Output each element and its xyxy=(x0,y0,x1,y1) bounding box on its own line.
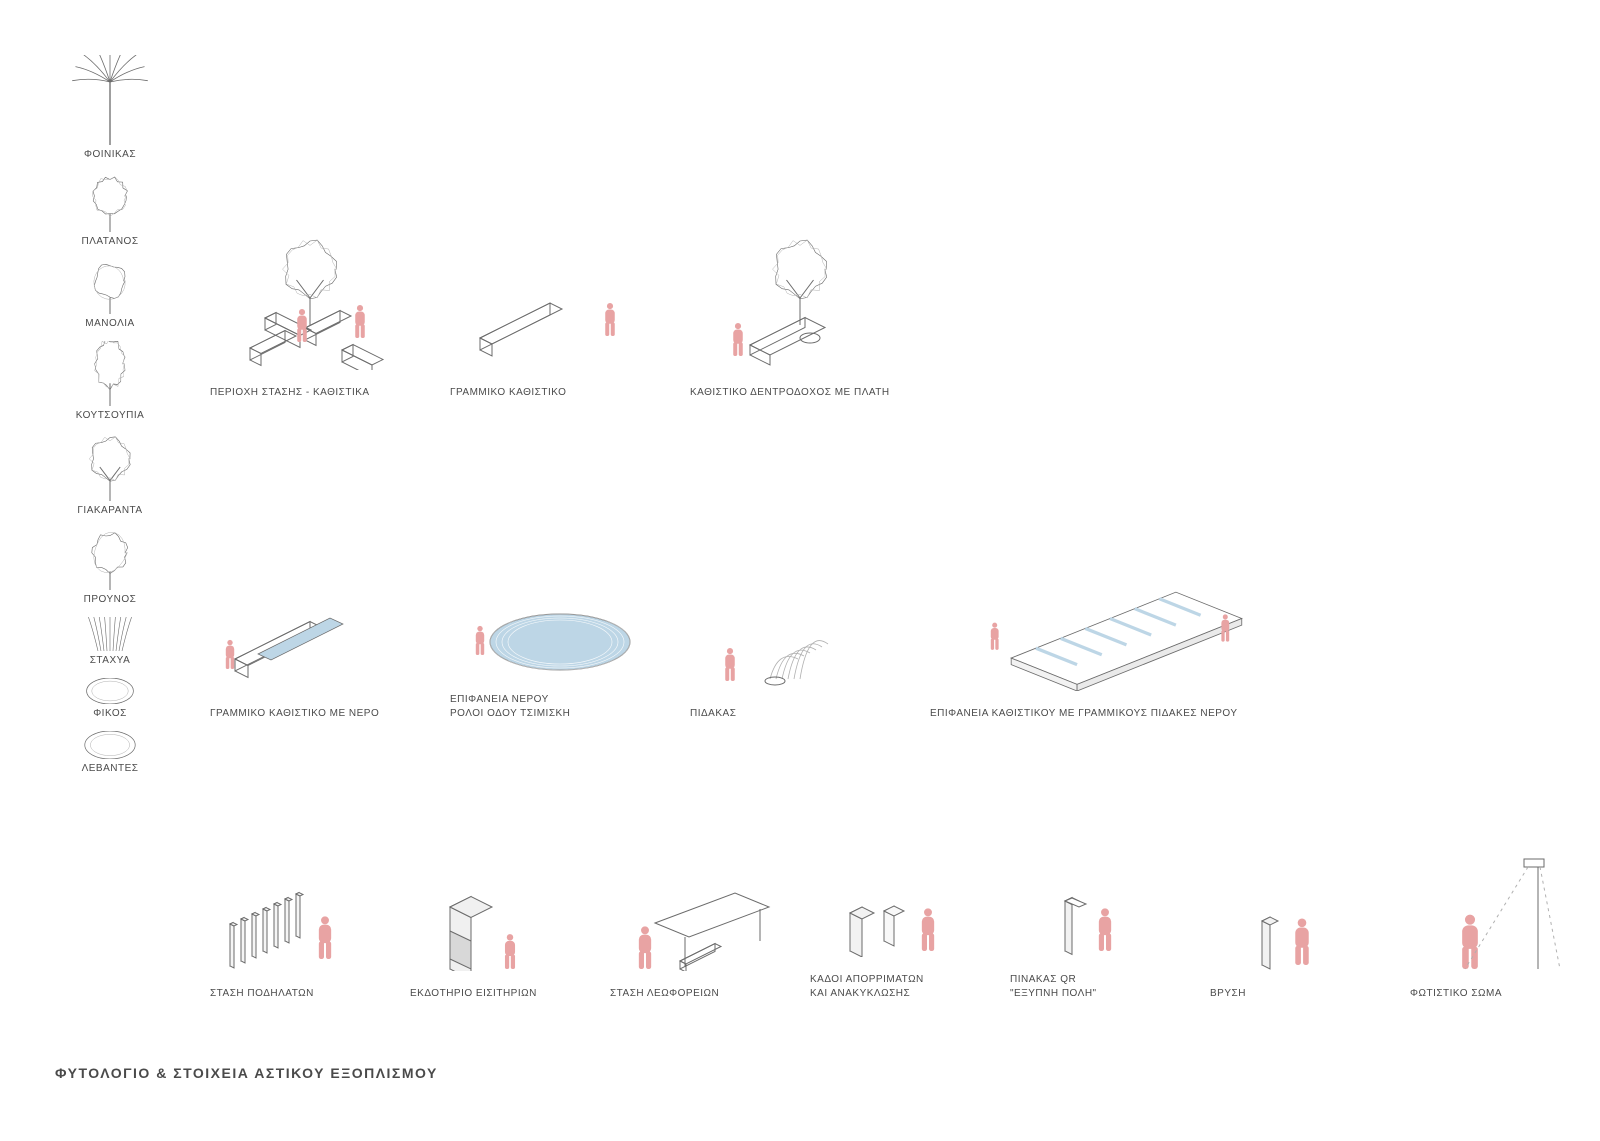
furniture-grid: ΠΕΡΙΟΧΗ ΣΤΑΣΗΣ - ΚΑΘΙΣΤΙΚΑ ΓΡΑΜΜΙΚΟ ΚΑΘΙ… xyxy=(210,230,1570,1001)
bus-stop-icon xyxy=(610,871,780,971)
legend-label: ΛΕΒΑΝΤΕΣ xyxy=(82,763,139,774)
qr-panel-icon xyxy=(1010,857,1180,957)
cell-label: ΣΤΑΣΗ ΠΟΔΗΛΑΤΩΝ xyxy=(210,987,380,1001)
legend-item: ΠΡΟΥΝΟΣ xyxy=(55,528,165,605)
grid-cell: ΠΕΡΙΟΧΗ ΣΤΑΣΗΣ - ΚΑΘΙΣΤΙΚΑ xyxy=(210,230,410,400)
grid-cell: ΚΑΔΟΙ ΑΠΟΡΡΙΜΑΤΩΝ ΚΑΙ ΑΝΑΚΥΚΛΩΣΗΣ xyxy=(810,857,980,1001)
grid-cell: ΦΩΤΙΣΤΙΚΟ ΣΩΜΑ xyxy=(1410,871,1580,1001)
water-disc-icon xyxy=(450,537,650,677)
cell-label: ΠΙΔΑΚΑΣ xyxy=(690,707,890,721)
grid-cell: ΕΠΙΦΑΝΕΙΑ ΚΑΘΙΣΤΙΚΟΥ ΜΕ ΓΡΑΜΜΙΚΟΥΣ ΠΙΔΑΚ… xyxy=(930,551,1290,721)
cell-label: ΠΙΝΑΚΑΣ QR "ΕΞΥΠΝΗ ΠΟΛΗ" xyxy=(1010,973,1180,1001)
fountain-icon xyxy=(1210,871,1380,971)
grid-cell: ΓΡΑΜΜΙΚΟ ΚΑΘΙΣΤΙΚΟ ΜΕ ΝΕΡΟ xyxy=(210,551,410,721)
legend-item: ΓΙΑΚΑΡΑΝΤΑ xyxy=(55,433,165,516)
cell-label: ΓΡΑΜΜΙΚΟ ΚΑΘΙΣΤΙΚΟ xyxy=(450,386,650,400)
cell-label: ΕΚΔΟΤΗΡΙΟ ΕΙΣΙΤΗΡΙΩΝ xyxy=(410,987,580,1001)
legend-item: ΠΛΑΤΑΝΟΣ xyxy=(55,172,165,247)
light-pole-icon xyxy=(1410,871,1580,971)
cell-label: ΕΠΙΦΑΝΕΙΑ ΚΑΘΙΣΤΙΚΟΥ ΜΕ ΓΡΑΜΜΙΚΟΥΣ ΠΙΔΑΚ… xyxy=(930,707,1290,721)
water-slab-icon xyxy=(930,551,1290,691)
legend-label: ΦΟΙΝΙΚΑΣ xyxy=(84,149,136,160)
legend-label: ΓΙΑΚΑΡΑΝΤΑ xyxy=(77,505,142,516)
legend-item: ΦΙΚΟΣ xyxy=(55,678,165,719)
page-title: ΦΥΤΟΛΟΓΙΟ & ΣΤΟΙΧΕΙΑ ΑΣΤΙΚΟΥ ΕΞΟΠΛΙΣΜΟΥ xyxy=(55,1065,438,1081)
seating-area-icon xyxy=(210,230,410,370)
cell-label: ΕΠΙΦΑΝΕΙΑ ΝΕΡΟΥ ΡΟΛΟΙ ΟΔΟΥ ΤΣΙΜΙΣΚΗ xyxy=(450,693,650,721)
jet-icon xyxy=(690,551,890,691)
page: ΦΟΙΝΙΚΑΣ ΠΛΑΤΑΝΟΣ ΜΑΝΟΛΙΑ ΚΟΥΤΣΟΥΠΙΑ ΓΙΑ… xyxy=(0,0,1600,1141)
legend-item: ΦΟΙΝΙΚΑΣ xyxy=(55,55,165,160)
legend-item: ΜΑΝΟΛΙΑ xyxy=(55,259,165,329)
grid-cell: ΒΡΥΣΗ xyxy=(1210,871,1380,1001)
tree-dense-icon xyxy=(70,528,150,590)
tree-open-icon xyxy=(70,433,150,501)
bike-rack-icon xyxy=(210,871,380,971)
grid-cell: ΠΙΝΑΚΑΣ QR "ΕΞΥΠΝΗ ΠΟΛΗ" xyxy=(1010,857,1180,1001)
cell-label: ΒΡΥΣΗ xyxy=(1210,987,1380,1001)
legend-label: ΜΑΝΟΛΙΑ xyxy=(85,318,134,329)
grid-row: ΣΤΑΣΗ ΠΟΔΗΛΑΤΩΝ ΕΚΔΟΤΗΡΙΟ ΕΙΣΙΤΗΡΙΩΝ ΣΤΑ… xyxy=(210,857,1570,1001)
grid-row: ΓΡΑΜΜΙΚΟ ΚΑΘΙΣΤΙΚΟ ΜΕ ΝΕΡΟ ΕΠΙΦΑΝΕΙΑ ΝΕΡ… xyxy=(210,537,1570,721)
legend-label: ΠΛΑΤΑΝΟΣ xyxy=(81,236,138,247)
cell-label: ΠΕΡΙΟΧΗ ΣΤΑΣΗΣ - ΚΑΘΙΣΤΙΚΑ xyxy=(210,386,410,400)
legend-label: ΣΤΑΧΥΑ xyxy=(90,655,131,666)
linear-bench-icon xyxy=(450,230,650,370)
grid-cell: ΠΙΔΑΚΑΣ xyxy=(690,551,890,721)
kiosk-icon xyxy=(410,871,580,971)
water-bench-icon xyxy=(210,551,410,691)
shrub-icon xyxy=(70,678,150,704)
legend-item: ΛΕΒΑΝΤΕΣ xyxy=(55,731,165,774)
legend-label: ΠΡΟΥΝΟΣ xyxy=(84,594,137,605)
legend-label: ΦΙΚΟΣ xyxy=(93,708,127,719)
grid-cell: ΣΤΑΣΗ ΠΟΔΗΛΑΤΩΝ xyxy=(210,871,380,1001)
bins-icon xyxy=(810,857,980,957)
tree-soft-icon xyxy=(70,172,150,232)
tree-round-icon xyxy=(70,259,150,314)
legend-item: ΣΤΑΧΥΑ xyxy=(55,617,165,666)
tree-tall-icon xyxy=(70,341,150,406)
tree-bench-icon xyxy=(690,230,890,370)
cell-label: ΚΑΔΟΙ ΑΠΟΡΡΙΜΑΤΩΝ ΚΑΙ ΑΝΑΚΥΚΛΩΣΗΣ xyxy=(810,973,980,1001)
cell-label: ΣΤΑΣΗ ΛΕΩΦΟΡΕΙΩΝ xyxy=(610,987,780,1001)
grid-cell: ΚΑΘΙΣΤΙΚΟ ΔΕΝΤΡΟΔΟΧΟΣ ΜΕ ΠΛΑΤΗ xyxy=(690,230,890,400)
legend-label: ΚΟΥΤΣΟΥΠΙΑ xyxy=(76,410,145,421)
grid-cell: ΣΤΑΣΗ ΛΕΩΦΟΡΕΙΩΝ xyxy=(610,871,780,1001)
plant-legend: ΦΟΙΝΙΚΑΣ ΠΛΑΤΑΝΟΣ ΜΑΝΟΛΙΑ ΚΟΥΤΣΟΥΠΙΑ ΓΙΑ… xyxy=(55,55,165,786)
bush-icon xyxy=(70,731,150,759)
grid-cell: ΓΡΑΜΜΙΚΟ ΚΑΘΙΣΤΙΚΟ xyxy=(450,230,650,400)
grid-cell: ΕΠΙΦΑΝΕΙΑ ΝΕΡΟΥ ΡΟΛΟΙ ΟΔΟΥ ΤΣΙΜΙΣΚΗ xyxy=(450,537,650,721)
cell-label: ΦΩΤΙΣΤΙΚΟ ΣΩΜΑ xyxy=(1410,987,1580,1001)
palm-icon xyxy=(70,55,150,145)
grass-icon xyxy=(70,617,150,651)
grid-row: ΠΕΡΙΟΧΗ ΣΤΑΣΗΣ - ΚΑΘΙΣΤΙΚΑ ΓΡΑΜΜΙΚΟ ΚΑΘΙ… xyxy=(210,230,1570,400)
cell-label: ΚΑΘΙΣΤΙΚΟ ΔΕΝΤΡΟΔΟΧΟΣ ΜΕ ΠΛΑΤΗ xyxy=(690,386,890,400)
legend-item: ΚΟΥΤΣΟΥΠΙΑ xyxy=(55,341,165,421)
grid-cell: ΕΚΔΟΤΗΡΙΟ ΕΙΣΙΤΗΡΙΩΝ xyxy=(410,871,580,1001)
cell-label: ΓΡΑΜΜΙΚΟ ΚΑΘΙΣΤΙΚΟ ΜΕ ΝΕΡΟ xyxy=(210,707,410,721)
